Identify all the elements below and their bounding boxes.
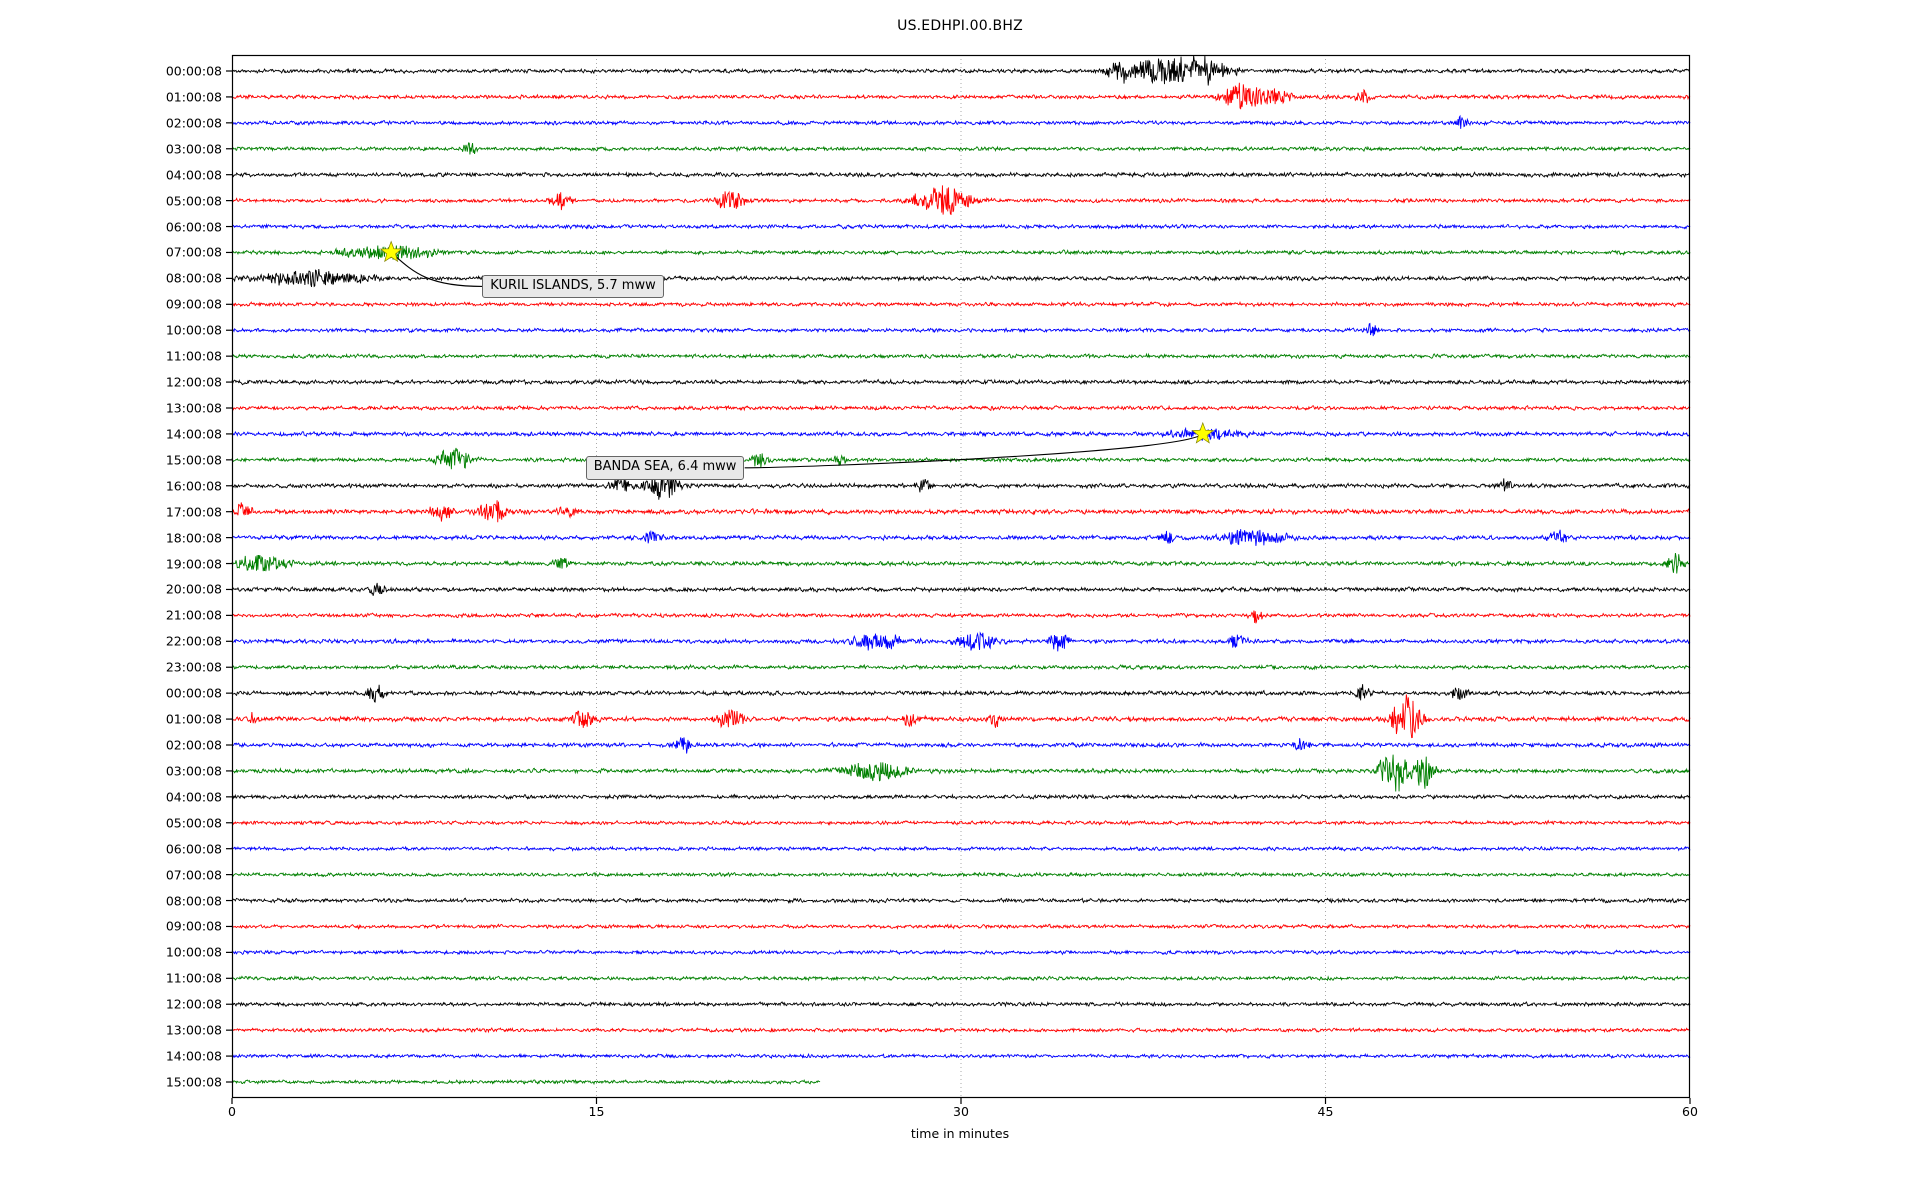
annotation-leader-line: [390, 252, 483, 287]
y-tick-label: 14:00:08: [165, 426, 222, 442]
y-tick-label: 13:00:08: [165, 400, 222, 416]
x-tick-label: 0: [228, 1104, 236, 1119]
seismogram-trace: [231, 845, 1691, 852]
plot-frame: [231, 54, 1691, 1099]
event-star-icon[interactable]: [379, 240, 403, 263]
y-tick-label: 19:00:08: [165, 556, 222, 572]
y-tick-label: 13:00:08: [165, 1022, 222, 1038]
y-tick-label: 05:00:08: [165, 815, 222, 831]
y-tick-label: 00:00:08: [165, 63, 222, 79]
seismogram-trace: [231, 1000, 1691, 1008]
seismogram-trace: [231, 610, 1691, 624]
seismogram-trace: [231, 793, 1691, 801]
seismogram-trace: [231, 871, 1691, 878]
y-tick-label: 04:00:08: [165, 789, 222, 805]
seismogram-trace: [231, 897, 1691, 904]
seismogram-trace: [231, 923, 1691, 930]
y-tick-label: 01:00:08: [165, 89, 222, 105]
y-tick-label: 20:00:08: [165, 581, 222, 597]
x-tick-label: 30: [953, 1104, 969, 1119]
y-tick-label: 09:00:08: [165, 918, 222, 934]
helicorder-traces: [226, 54, 1691, 1104]
y-tick-label: 05:00:08: [165, 193, 222, 209]
y-tick-label: 01:00:08: [165, 711, 222, 727]
seismogram-trace: [231, 322, 1691, 337]
seismogram-trace: [231, 553, 1691, 574]
seismogram-trace: [231, 223, 1691, 230]
seismogram-trace: [231, 404, 1691, 412]
seismogram-trace: [231, 500, 1691, 523]
x-tick-label: 15: [588, 1104, 605, 1119]
chart-title: US.EDHPI.00.BHZ: [897, 18, 1023, 34]
y-tick-label: 12:00:08: [165, 374, 222, 390]
y-tick-label: 09:00:08: [165, 296, 222, 312]
y-tick-label: 00:00:08: [165, 685, 222, 701]
y-tick-label: 10:00:08: [165, 944, 222, 960]
seismogram-trace: [231, 185, 1691, 216]
seismogram-trace: [231, 582, 1691, 596]
seismogram-trace: [231, 684, 1691, 703]
y-tick-label: 16:00:08: [165, 478, 222, 494]
y-tick-label: 02:00:08: [165, 737, 222, 753]
seismogram-trace: [231, 55, 1691, 86]
x-tick-label: 45: [1317, 1104, 1334, 1119]
y-tick-label: 15:00:08: [165, 452, 222, 468]
seismogram-trace: [231, 529, 1691, 546]
plot-area: [226, 54, 1691, 1104]
y-tick-label: 11:00:08: [165, 970, 222, 986]
y-tick-label: 02:00:08: [165, 115, 222, 131]
seismogram-trace: [231, 949, 1691, 956]
y-tick-label: 11:00:08: [165, 348, 222, 364]
y-tick-label: 14:00:08: [165, 1048, 222, 1064]
y-tick-label: 04:00:08: [165, 167, 222, 183]
seismogram-trace: [231, 352, 1691, 360]
seismogram-trace: [231, 426, 1691, 441]
seismogram-trace: [231, 114, 1691, 129]
seismogram-trace: [231, 754, 1691, 792]
y-tick-label: 23:00:08: [165, 659, 222, 675]
seismogram-trace: [231, 142, 1691, 155]
seismogram-trace: [231, 1052, 1691, 1060]
seismogram-trace: [231, 82, 1691, 110]
y-tick-label: 17:00:08: [165, 504, 222, 520]
seismogram-trace: [231, 300, 1691, 308]
y-tick-label: 10:00:08: [165, 322, 222, 338]
seismogram-trace: [231, 819, 1691, 827]
y-tick-label: 08:00:08: [165, 893, 222, 909]
event-annotation-label[interactable]: BANDA SEA, 6.4 mww: [585, 456, 745, 480]
y-tick-label: 03:00:08: [165, 763, 222, 779]
x-tick-label: 60: [1682, 1104, 1698, 1119]
seismogram-trace: [231, 268, 1691, 288]
event-star-icon[interactable]: [1191, 421, 1215, 444]
y-tick-label: 22:00:08: [165, 633, 222, 649]
y-tick-label: 06:00:08: [165, 841, 222, 857]
y-tick-label: 12:00:08: [165, 996, 222, 1012]
y-tick-label: 15:00:08: [165, 1074, 222, 1090]
seismogram-trace: [231, 631, 1691, 652]
event-annotation-label[interactable]: KURIL ISLANDS, 5.7 mww: [482, 274, 664, 299]
seismogram-trace: [231, 737, 1691, 754]
x-axis-label: time in minutes: [910, 1126, 1010, 1141]
y-tick-label: 07:00:08: [165, 867, 222, 883]
annotation-leader-line: [744, 433, 1204, 469]
seismogram-trace: [231, 171, 1691, 179]
seismogram-trace: [231, 1078, 821, 1086]
y-tick-label: 18:00:08: [165, 530, 222, 546]
y-tick-label: 08:00:08: [165, 270, 222, 286]
y-tick-label: 07:00:08: [165, 244, 222, 260]
seismogram-trace: [231, 694, 1691, 739]
seismogram-trace: [231, 975, 1691, 982]
seismogram-trace: [231, 663, 1691, 671]
y-tick-label: 21:00:08: [165, 607, 222, 623]
seismogram-trace: [231, 378, 1691, 386]
seismogram-trace: [231, 1026, 1691, 1034]
y-tick-label: 03:00:08: [165, 141, 222, 157]
seismogram-trace: [231, 245, 1691, 260]
y-tick-label: 06:00:08: [165, 219, 222, 235]
seismogram-trace: [231, 474, 1691, 500]
